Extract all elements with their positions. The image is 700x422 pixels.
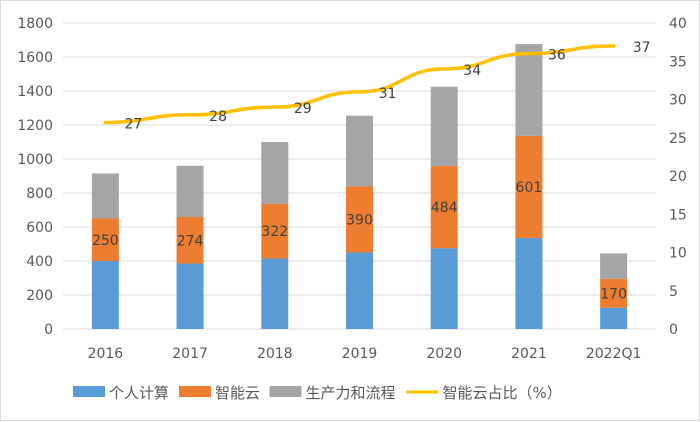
x-axis-tick-label: 2021: [511, 346, 547, 362]
line-point: [104, 121, 106, 123]
bar-segment: [176, 263, 204, 329]
legend-label: 智能云占比（%）: [443, 384, 562, 402]
line-point: [189, 114, 191, 116]
line-data-label: 31: [379, 86, 397, 102]
bar-segment: [346, 186, 373, 253]
bar-segment: [430, 165, 458, 249]
line-point: [443, 68, 445, 70]
legend: 个人计算 智能云 生产力和流程 智能云占比（%）: [73, 384, 562, 402]
bar-segment: [261, 203, 289, 259]
bar-segment: [91, 173, 119, 219]
right-axis-tick-label: 35: [669, 54, 687, 70]
right-axis-tick-label: 10: [669, 246, 687, 262]
legend-swatch: [269, 386, 302, 397]
legend-label: 个人计算: [109, 384, 169, 402]
legend-swatch: [73, 386, 105, 397]
bar-segment: [515, 238, 543, 329]
bar-segment: [515, 44, 543, 136]
line-data-label: 36: [548, 48, 566, 64]
bar-segment: [261, 258, 289, 329]
x-axis-tick-label: 2016: [88, 346, 124, 362]
line-point: [359, 91, 360, 93]
line-data-label: 29: [294, 101, 312, 117]
bars: [91, 44, 628, 329]
left-axis-tick-label: 200: [26, 288, 53, 304]
bar-segment: [346, 115, 373, 187]
bar-data-label: 170: [600, 286, 627, 302]
x-axis-tick-label: 2022Q1: [586, 346, 642, 362]
x-axis-tick-label: 2017: [172, 346, 208, 362]
right-axis-tick-label: 15: [669, 207, 687, 223]
bar-segment: [600, 307, 628, 329]
line-point: [528, 53, 530, 55]
left-axis-tick-label: 0: [44, 322, 53, 338]
bar-data-label: 390: [346, 212, 373, 228]
line-point: [274, 106, 276, 108]
bar-data-label: 274: [177, 233, 204, 249]
line-point: [613, 45, 615, 47]
left-axis-tick-label: 1200: [17, 118, 53, 134]
right-axis-tick-label: 5: [669, 284, 678, 300]
right-axis-tick-label: 30: [669, 93, 687, 109]
left-axis-tick-label: 1000: [17, 152, 53, 168]
bar-segment: [515, 135, 543, 239]
bar-data-label: 250: [92, 233, 119, 249]
left-axis-tick-label: 1600: [17, 50, 53, 66]
legend-label: 智能云: [215, 384, 260, 402]
right-axis-tick-label: 20: [669, 169, 687, 185]
right-axis-tick-label: 25: [669, 131, 687, 147]
legend-swatch: [179, 386, 211, 397]
bar-segment: [600, 253, 628, 279]
bar-data-label: 484: [431, 200, 458, 216]
left-axis-tick-label: 400: [26, 254, 53, 270]
left-axis-tick-label: 1400: [17, 84, 53, 100]
bar-segment: [176, 165, 204, 217]
right-axis-tick-label: 0: [669, 322, 678, 338]
bar-segment: [176, 216, 204, 264]
ratio-line: [103, 44, 616, 125]
line-data-label: 28: [209, 109, 227, 125]
line-data-label: 37: [633, 40, 651, 56]
axes: 0 200 400 600 800 1000 1200 1400 1600 1800 0 5 10 15 2…: [17, 16, 686, 362]
bar-segment: [346, 252, 373, 329]
bar-segment: [91, 218, 119, 261]
x-axis-tick-label: 2020: [426, 346, 462, 362]
bar-segment: [430, 248, 458, 329]
bar-segment: [91, 261, 119, 329]
bar-segment: [430, 86, 458, 166]
left-axis-tick-label: 800: [26, 186, 53, 202]
right-axis-tick-label: 40: [669, 16, 687, 32]
left-axis-tick-label: 1800: [17, 16, 53, 32]
bar-data-label: 322: [261, 224, 288, 240]
bar-segment: [600, 278, 628, 308]
x-axis-tick-label: 2019: [342, 346, 378, 362]
left-axis-tick-label: 600: [26, 220, 53, 236]
line-data-label: 34: [463, 63, 481, 79]
legend-label: 生产力和流程: [306, 384, 396, 402]
data-labels: 250 274 322 390 484 601 170 27 28 29 31 34 36 37: [92, 40, 651, 302]
x-axis-tick-label: 2018: [257, 346, 293, 362]
line-data-label: 27: [124, 116, 142, 132]
bar-segment: [261, 142, 289, 204]
bar-data-label: 601: [516, 180, 543, 196]
